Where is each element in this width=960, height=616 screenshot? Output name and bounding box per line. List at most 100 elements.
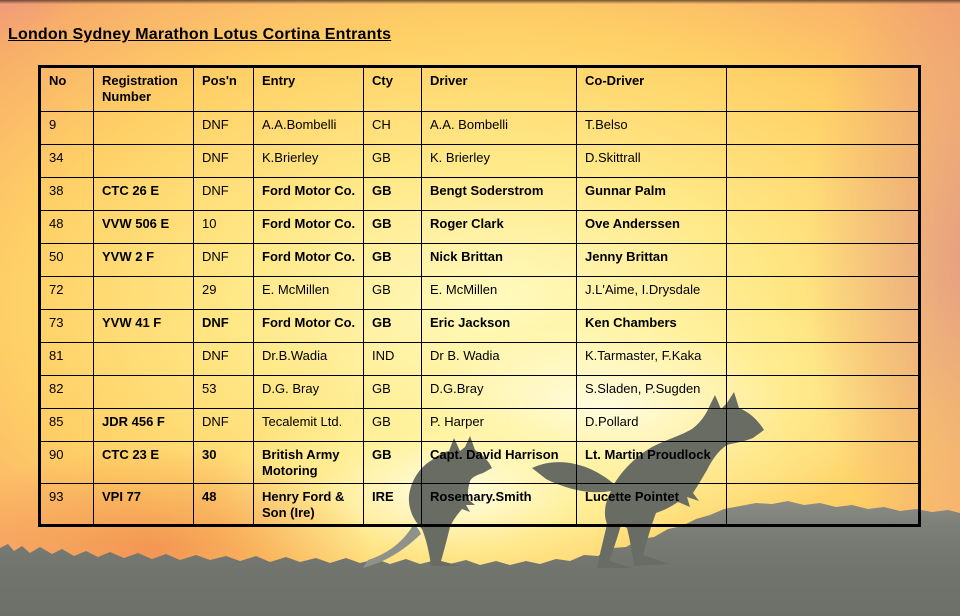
table-cell: 50 <box>39 243 94 277</box>
table-cell: Henry Ford & Son (Ire) <box>253 482 364 526</box>
table-cell: Ford Motor Co. <box>253 309 364 343</box>
table-cell: Dr.B.Wadia <box>253 342 364 376</box>
table-cell: J.L'Aime, I.Drysdale <box>576 276 727 310</box>
table-cell: D.Skittrall <box>576 144 727 178</box>
table-cell: D.G.Bray <box>421 375 577 409</box>
table-cell <box>726 482 920 526</box>
column-header-4: Cty <box>363 66 422 112</box>
table-cell: E. McMillen <box>253 276 364 310</box>
table-cell: DNF <box>193 177 254 211</box>
table-cell: GB <box>363 441 422 484</box>
table-cell: 81 <box>39 342 94 376</box>
column-header-5: Driver <box>421 66 577 112</box>
table-cell: CTC 23 E <box>93 441 194 484</box>
table-cell: 10 <box>193 210 254 244</box>
table-cell: Bengt Soderstrom <box>421 177 577 211</box>
table-cell <box>726 309 920 343</box>
table-cell: 9 <box>39 111 94 145</box>
column-header-1: Registration Number <box>93 66 194 112</box>
table-cell: GB <box>363 243 422 277</box>
table-row: 81 DNF Dr.B.Wadia IND Dr B. Wadia K.Tarmaster… <box>39 342 920 376</box>
hill-silhouette <box>0 501 960 616</box>
table-row: 82 53 D.G. Bray GB D.G.Bray S.Sladen, P.Sugde… <box>39 375 920 409</box>
table-row: 48 VVW 506 E 10 Ford Motor Co. GB Roger Clark… <box>39 210 920 244</box>
table-cell: 72 <box>39 276 94 310</box>
table-cell: Capt. David Harrison <box>421 441 577 484</box>
table-cell <box>726 111 920 145</box>
table-row: 85 JDR 456 F DNF Tecalemit Ltd. GB P. Harper D… <box>39 408 920 442</box>
table-cell: GB <box>363 408 422 442</box>
header-row: No Registration Number Pos'n Entry Cty Driver… <box>39 66 920 112</box>
table-cell: 85 <box>39 408 94 442</box>
kangaroo-small-tail <box>363 524 421 568</box>
table-cell: DNF <box>193 408 254 442</box>
table-cell: IND <box>363 342 422 376</box>
table-cell <box>726 375 920 409</box>
table-cell: 30 <box>193 441 254 484</box>
table-row: 9 DNF A.A.Bombelli CH A.A. Bombelli T.Belso <box>39 111 920 145</box>
table-cell: VVW 506 E <box>93 210 194 244</box>
table-cell: Ken Chambers <box>576 309 727 343</box>
table-cell: GB <box>363 375 422 409</box>
table-cell: Nick Brittan <box>421 243 577 277</box>
table-cell: 82 <box>39 375 94 409</box>
table-cell <box>93 144 194 178</box>
table-cell: DNF <box>193 111 254 145</box>
table-cell <box>726 210 920 244</box>
table-cell: DNF <box>193 144 254 178</box>
table-cell: D.G. Bray <box>253 375 364 409</box>
table-cell: 48 <box>193 482 254 526</box>
table-cell <box>93 276 194 310</box>
table-row: 90 CTC 23 E 30 British Army Motoring GB Capt.… <box>39 441 920 484</box>
table-cell: 90 <box>39 441 94 484</box>
table-cell: GB <box>363 210 422 244</box>
table-cell: GB <box>363 309 422 343</box>
table-cell: DNF <box>193 243 254 277</box>
table-cell: Ove Anderssen <box>576 210 727 244</box>
table-cell: P. Harper <box>421 408 577 442</box>
table-cell: A.A.Bombelli <box>253 111 364 145</box>
table-cell: K.Tarmaster, F.Kaka <box>576 342 727 376</box>
table-cell: Rosemary.Smith <box>421 482 577 526</box>
table-cell: Tecalemit Ltd. <box>253 408 364 442</box>
table-cell: Lt. Martin Proudlock <box>576 441 727 484</box>
table-cell <box>726 342 920 376</box>
table-cell: YVW 2 F <box>93 243 194 277</box>
table-cell: 38 <box>39 177 94 211</box>
column-header-2: Pos'n <box>193 66 254 112</box>
table-cell: JDR 456 F <box>93 408 194 442</box>
column-header-6: Co-Driver <box>576 66 727 112</box>
table-cell: IRE <box>363 482 422 526</box>
table-cell <box>93 111 194 145</box>
table-cell <box>726 441 920 484</box>
table-row: 38 CTC 26 E DNF Ford Motor Co. GB Bengt Soder… <box>39 177 920 211</box>
table-cell: Ford Motor Co. <box>253 243 364 277</box>
table-row: 34 DNF K.Brierley GB K. Brierley D.Skittrall <box>39 144 920 178</box>
table-cell: 93 <box>39 482 94 526</box>
column-header-0: No <box>39 66 94 112</box>
table-cell: Jenny Brittan <box>576 243 727 277</box>
table-row: 73 YVW 41 F DNF Ford Motor Co. GB Eric Jackso… <box>39 309 920 343</box>
table-cell: S.Sladen, P.Sugden <box>576 375 727 409</box>
table-cell <box>93 342 194 376</box>
table-body: 9 DNF A.A.Bombelli CH A.A. Bombelli T.Belso 34… <box>39 111 920 526</box>
table-cell <box>726 243 920 277</box>
table-cell: CH <box>363 111 422 145</box>
page-title: London Sydney Marathon Lotus Cortina Ent… <box>8 26 392 43</box>
table-cell: Gunnar Palm <box>576 177 727 211</box>
table-cell: VPI 77 <box>93 482 194 526</box>
table-cell: 53 <box>193 375 254 409</box>
table-cell: Ford Motor Co. <box>253 210 364 244</box>
table-cell: DNF <box>193 342 254 376</box>
table-row: 50 YVW 2 F DNF Ford Motor Co. GB Nick Brittan… <box>39 243 920 277</box>
table-cell: 73 <box>39 309 94 343</box>
table-cell: CTC 26 E <box>93 177 194 211</box>
table-cell: GB <box>363 276 422 310</box>
table-cell: Dr B. Wadia <box>421 342 577 376</box>
table-cell: A.A. Bombelli <box>421 111 577 145</box>
table-cell <box>726 408 920 442</box>
table-cell: K.Brierley <box>253 144 364 178</box>
table-row: 93 VPI 77 48 Henry Ford & Son (Ire) IRE Rosem… <box>39 482 920 526</box>
table-cell: GB <box>363 177 422 211</box>
